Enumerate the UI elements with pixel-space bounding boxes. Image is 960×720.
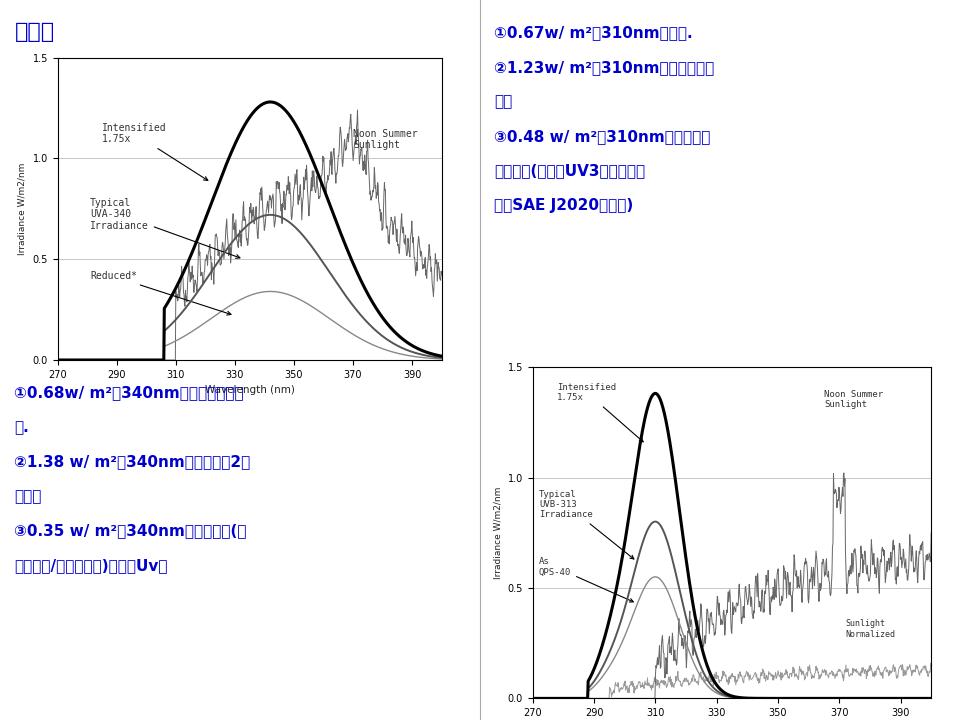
Text: ③0.35 w/ m²在340nm最佳平均值(相: ③0.35 w/ m²在340nm最佳平均值(相 (14, 523, 247, 539)
Text: Typical
UVB-313
Irradiance: Typical UVB-313 Irradiance (539, 490, 634, 559)
Text: Intensified
1.75x: Intensified 1.75x (558, 383, 643, 442)
Text: Sunlight
Normalized: Sunlight Normalized (846, 619, 896, 639)
Text: ①0.67w/ m²在310nm是标准.: ①0.67w/ m²在310nm是标准. (494, 25, 693, 40)
Text: ①0.68w/ m²在340nm相當於正午的陽: ①0.68w/ m²在340nm相當於正午的陽 (14, 385, 244, 400)
Text: 延长时间(相當於UV3灯管做测试: 延长时间(相當於UV3灯管做测试 (494, 163, 645, 179)
Text: Noon Summer
Sunlight: Noon Summer Sunlight (353, 129, 418, 150)
Text: 测试: 测试 (494, 94, 513, 109)
Text: ②1.38 w/ m²在340nm相當於最大2倍: ②1.38 w/ m²在340nm相當於最大2倍 (14, 454, 251, 469)
Text: 光.: 光. (14, 420, 29, 435)
Text: Intensified
1.75x: Intensified 1.75x (102, 122, 207, 181)
Text: As
QPS-40: As QPS-40 (539, 557, 634, 602)
Y-axis label: Irradiance W/m2/nm: Irradiance W/m2/nm (493, 487, 502, 579)
X-axis label: Wavelength (nm): Wavelength (nm) (204, 385, 295, 395)
Text: Reduced*: Reduced* (90, 271, 231, 315)
Text: ③0.48 w/ m²在310nm可以使灯管: ③0.48 w/ m²在310nm可以使灯管 (494, 129, 710, 144)
Text: Noon Summer
Sunlight: Noon Summer Sunlight (824, 390, 883, 409)
Text: Typical
UVA-340
Irradiance: Typical UVA-340 Irradiance (90, 198, 240, 258)
Text: 當於三月/九月的陽光)或是低Uv光: 當於三月/九月的陽光)或是低Uv光 (14, 558, 168, 573)
Text: 的陽光: 的陽光 (14, 489, 42, 504)
Text: ②1.23w/ m²在310nm是非常快速的: ②1.23w/ m²在310nm是非常快速的 (494, 60, 714, 75)
Text: 性能：: 性能： (14, 22, 55, 42)
Y-axis label: Irradiance W/m2/nm: Irradiance W/m2/nm (18, 163, 27, 255)
Text: 符合SAE J2020的标准): 符合SAE J2020的标准) (494, 198, 634, 213)
